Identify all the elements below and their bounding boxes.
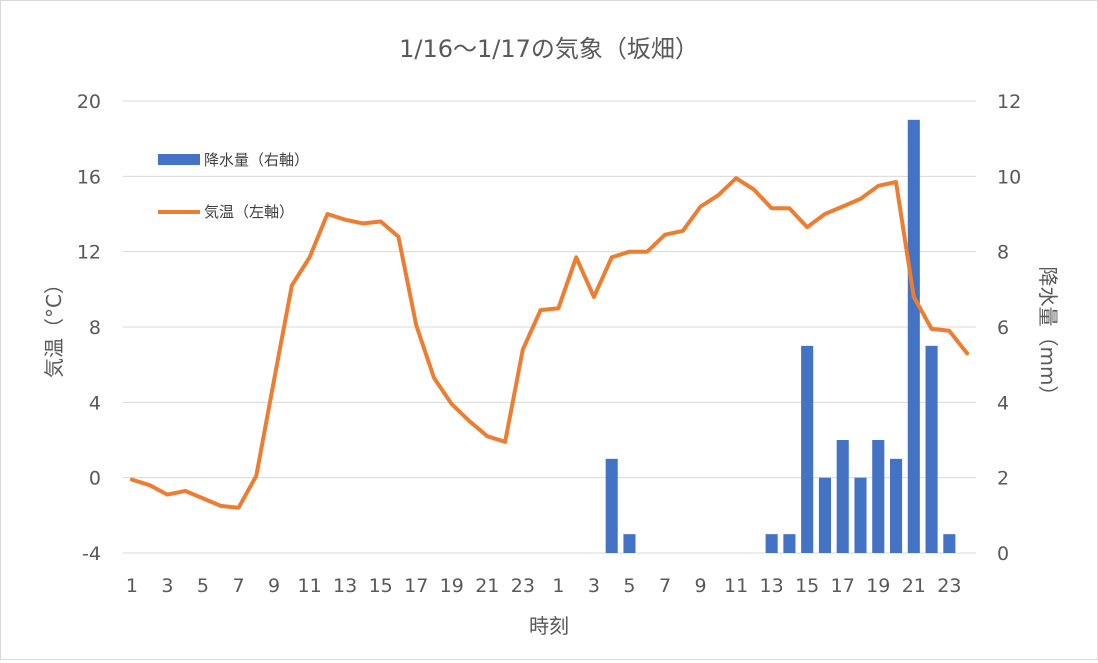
temperature-line [129, 176, 970, 510]
x-tick-label: 9 [268, 575, 280, 597]
legend-swatch-precipitation [158, 154, 200, 165]
left-axis-title: 気温（°C） [42, 274, 66, 378]
x-tick-label: 1 [552, 575, 564, 597]
x-tick-label: 21 [475, 575, 499, 597]
x-tick-label: 7 [659, 575, 671, 597]
right-tick-label: 0 [997, 543, 1009, 565]
precipitation-bars [605, 119, 956, 553]
x-tick-label: 19 [440, 575, 464, 597]
precipitation-bar [872, 440, 885, 553]
right-axis-ticks: 12 10 8 6 4 2 0 [997, 91, 1021, 565]
precipitation-bar [889, 458, 903, 553]
left-tick-label: 8 [89, 317, 101, 339]
precipitation-bar [925, 345, 938, 553]
left-tick-label: 0 [89, 468, 101, 490]
precipitation-bar [907, 119, 920, 553]
left-tick-label: 12 [77, 242, 101, 264]
left-axis-ticks: 20 16 12 8 4 0 -4 [77, 91, 101, 565]
x-axis-title: 時刻 [529, 614, 569, 638]
legend-label-temperature: 気温（左軸） [204, 203, 294, 221]
precipitation-bar [854, 477, 867, 553]
right-tick-label: 6 [997, 317, 1009, 339]
x-tick-label: 17 [404, 575, 428, 597]
right-tick-label: 12 [997, 91, 1021, 113]
x-tick-label: 19 [866, 575, 890, 597]
x-tick-label: 13 [760, 575, 784, 597]
x-tick-label: 15 [369, 575, 393, 597]
precipitation-bar [765, 534, 778, 553]
right-tick-label: 4 [997, 392, 1009, 414]
x-tick-label: 15 [795, 575, 819, 597]
x-tick-label: 5 [623, 575, 635, 597]
precipitation-bar [801, 345, 814, 553]
x-tick-label: 1 [126, 575, 138, 597]
x-tick-label: 13 [333, 575, 357, 597]
precipitation-bar [605, 458, 618, 553]
legend: 降水量（右軸） 気温（左軸） [158, 151, 309, 221]
x-axis-ticks: 1 3 5 7 9 11 13 15 17 19 21 23 1 3 5 7 9 11 13 15 17 19 21 23 [126, 575, 962, 597]
x-tick-label: 5 [197, 575, 209, 597]
legend-label-precipitation: 降水量（右軸） [204, 151, 309, 169]
chart-title: 1/16～1/17の気象（坂畑） [399, 35, 699, 63]
precipitation-bar [943, 534, 956, 553]
x-tick-label: 7 [232, 575, 244, 597]
x-tick-label: 3 [588, 575, 600, 597]
left-tick-label: 16 [77, 166, 101, 188]
x-tick-label: 23 [937, 575, 961, 597]
x-tick-label: 23 [511, 575, 535, 597]
x-tick-label: 11 [724, 575, 748, 597]
left-tick-label: 20 [77, 91, 101, 113]
x-tick-label: 9 [695, 575, 707, 597]
right-tick-label: 10 [997, 166, 1021, 188]
left-tick-label: -4 [82, 543, 101, 565]
left-tick-label: 4 [89, 392, 101, 414]
x-tick-label: 17 [831, 575, 855, 597]
precipitation-bar [818, 477, 831, 553]
gridlines [123, 100, 976, 554]
precipitation-bar [783, 534, 796, 553]
right-tick-label: 8 [997, 242, 1009, 264]
right-tick-label: 2 [997, 468, 1009, 490]
x-tick-label: 3 [161, 575, 173, 597]
precipitation-bar [836, 440, 849, 553]
right-axis-title: 降水量（mm） [1036, 267, 1060, 406]
x-tick-label: 11 [298, 575, 322, 597]
precipitation-bar [623, 534, 636, 553]
x-tick-label: 21 [902, 575, 926, 597]
